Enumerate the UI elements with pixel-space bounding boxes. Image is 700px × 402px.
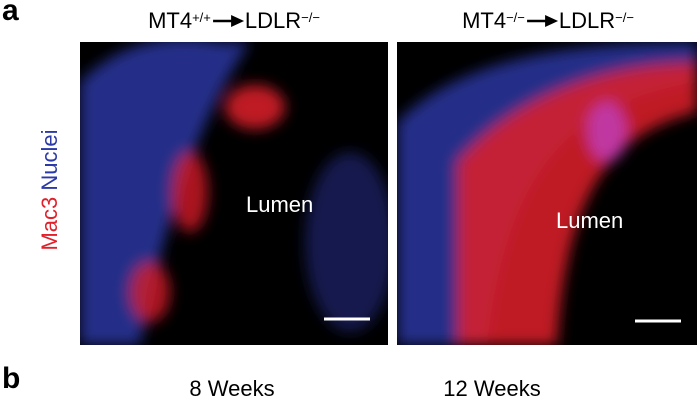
arrow	[526, 15, 558, 27]
donor-genotype: +/+	[192, 9, 211, 25]
micrograph	[397, 42, 697, 345]
caption: 12 Weeks	[443, 376, 541, 401]
recipient-genotype: −/−	[615, 9, 634, 25]
lumen-label: Lumen	[556, 208, 624, 233]
panel-label: a	[2, 0, 19, 27]
panel-label: b	[2, 362, 21, 395]
stain-label: Mac3 Nuclei	[37, 129, 63, 250]
donor: MT4	[462, 8, 507, 33]
counterstain: Nuclei	[37, 129, 62, 191]
recipient-genotype: −/−	[301, 9, 320, 25]
donor: MT4	[148, 8, 193, 33]
caption: 8 Weeks	[189, 376, 275, 401]
arrow	[212, 15, 244, 27]
image-title: MT4 +/+ LDLR −/−	[148, 8, 320, 34]
stain: Mac3	[37, 196, 62, 251]
micrograph	[80, 42, 388, 345]
image-title: MT4 −/− LDLR −/−	[462, 8, 634, 34]
recipient: LDLR	[244, 8, 302, 33]
donor-genotype: −/−	[506, 9, 525, 25]
lumen-label: Lumen	[246, 192, 314, 217]
recipient: LDLR	[558, 8, 616, 33]
